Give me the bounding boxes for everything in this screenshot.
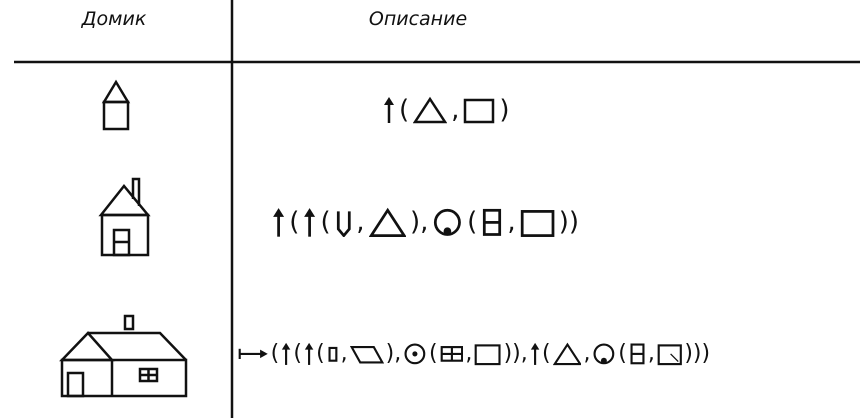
shape-up [273,207,285,237]
description-shape [281,342,291,366]
description-symbol: ( [320,207,331,237]
description-shape [327,342,339,366]
description-symbol: , [647,341,655,366]
shape-sqc [657,344,682,366]
header-description: Описание [368,8,468,30]
description-symbol: ), [385,341,402,366]
shape-up [304,207,316,237]
description-row: ( ( (,), (,)), (, (,))) [238,332,710,376]
shape-sq [464,98,495,124]
description-shape [383,96,395,124]
description-symbol: , [465,341,473,366]
description-symbol: ( [429,341,438,366]
shape-win [440,346,463,362]
description-shape [657,342,683,366]
shape-odot [404,343,426,365]
description-shape [552,342,582,366]
header-house: Домик [81,8,147,30]
description-symbol: ))) [684,341,711,366]
shape-flag [336,210,351,238]
description-shape [349,342,384,366]
description-symbol: ( [270,341,280,366]
description-shape [238,342,269,366]
description-symbol: ) [499,95,510,125]
shape-circ [593,343,615,365]
description-shape [463,96,495,124]
description-symbol: , [507,207,516,237]
description-symbol: , [451,95,460,125]
description-symbol: ( [467,207,478,237]
description-symbol: ( [316,341,325,366]
description-symbol: )) [558,207,580,237]
description-shape [530,342,540,366]
shape-brect [483,208,502,236]
shape-sq [520,209,554,237]
description-shape [413,96,448,124]
shape-tri [552,342,582,366]
description-shape [432,207,463,238]
description-shape [474,342,501,366]
description-symbol: , [340,341,348,366]
shape-para [349,346,384,364]
description-shape [303,207,316,238]
description-symbol: ( [293,341,302,366]
description-shape [481,207,503,238]
description-symbol: )), [503,341,528,366]
description-shape [304,342,314,366]
description-symbol: ( [399,95,410,125]
description-shape [403,342,427,366]
shape-up [282,342,291,366]
house-3 [59,314,188,398]
house-1 [101,79,131,131]
shape-up [304,342,314,366]
description-symbol: ( [618,341,627,366]
description-shape [440,342,464,366]
shape-tri [413,96,448,124]
description-shape [272,207,285,238]
shape-up [530,342,540,366]
description-row: ( (,), (,)) [272,198,579,246]
description-symbol: ), [409,207,429,237]
description-shape [520,207,555,238]
shape-up [384,97,394,123]
description-shape [335,207,353,238]
description-symbol: ( [541,341,551,366]
description-row: (,) [383,90,510,130]
shape-mapsto [238,348,268,360]
description-shape [629,342,646,366]
shape-sq [475,344,501,366]
shape-tri [368,207,406,237]
description-symbol: , [356,207,365,237]
description-symbol: ( [289,207,300,237]
shape-rect [328,346,338,362]
description-shape [592,342,616,366]
shape-circ [434,208,462,236]
description-symbol: , [583,341,591,366]
description-shape [368,207,406,238]
house-2 [98,177,151,257]
shape-brect [630,343,645,365]
